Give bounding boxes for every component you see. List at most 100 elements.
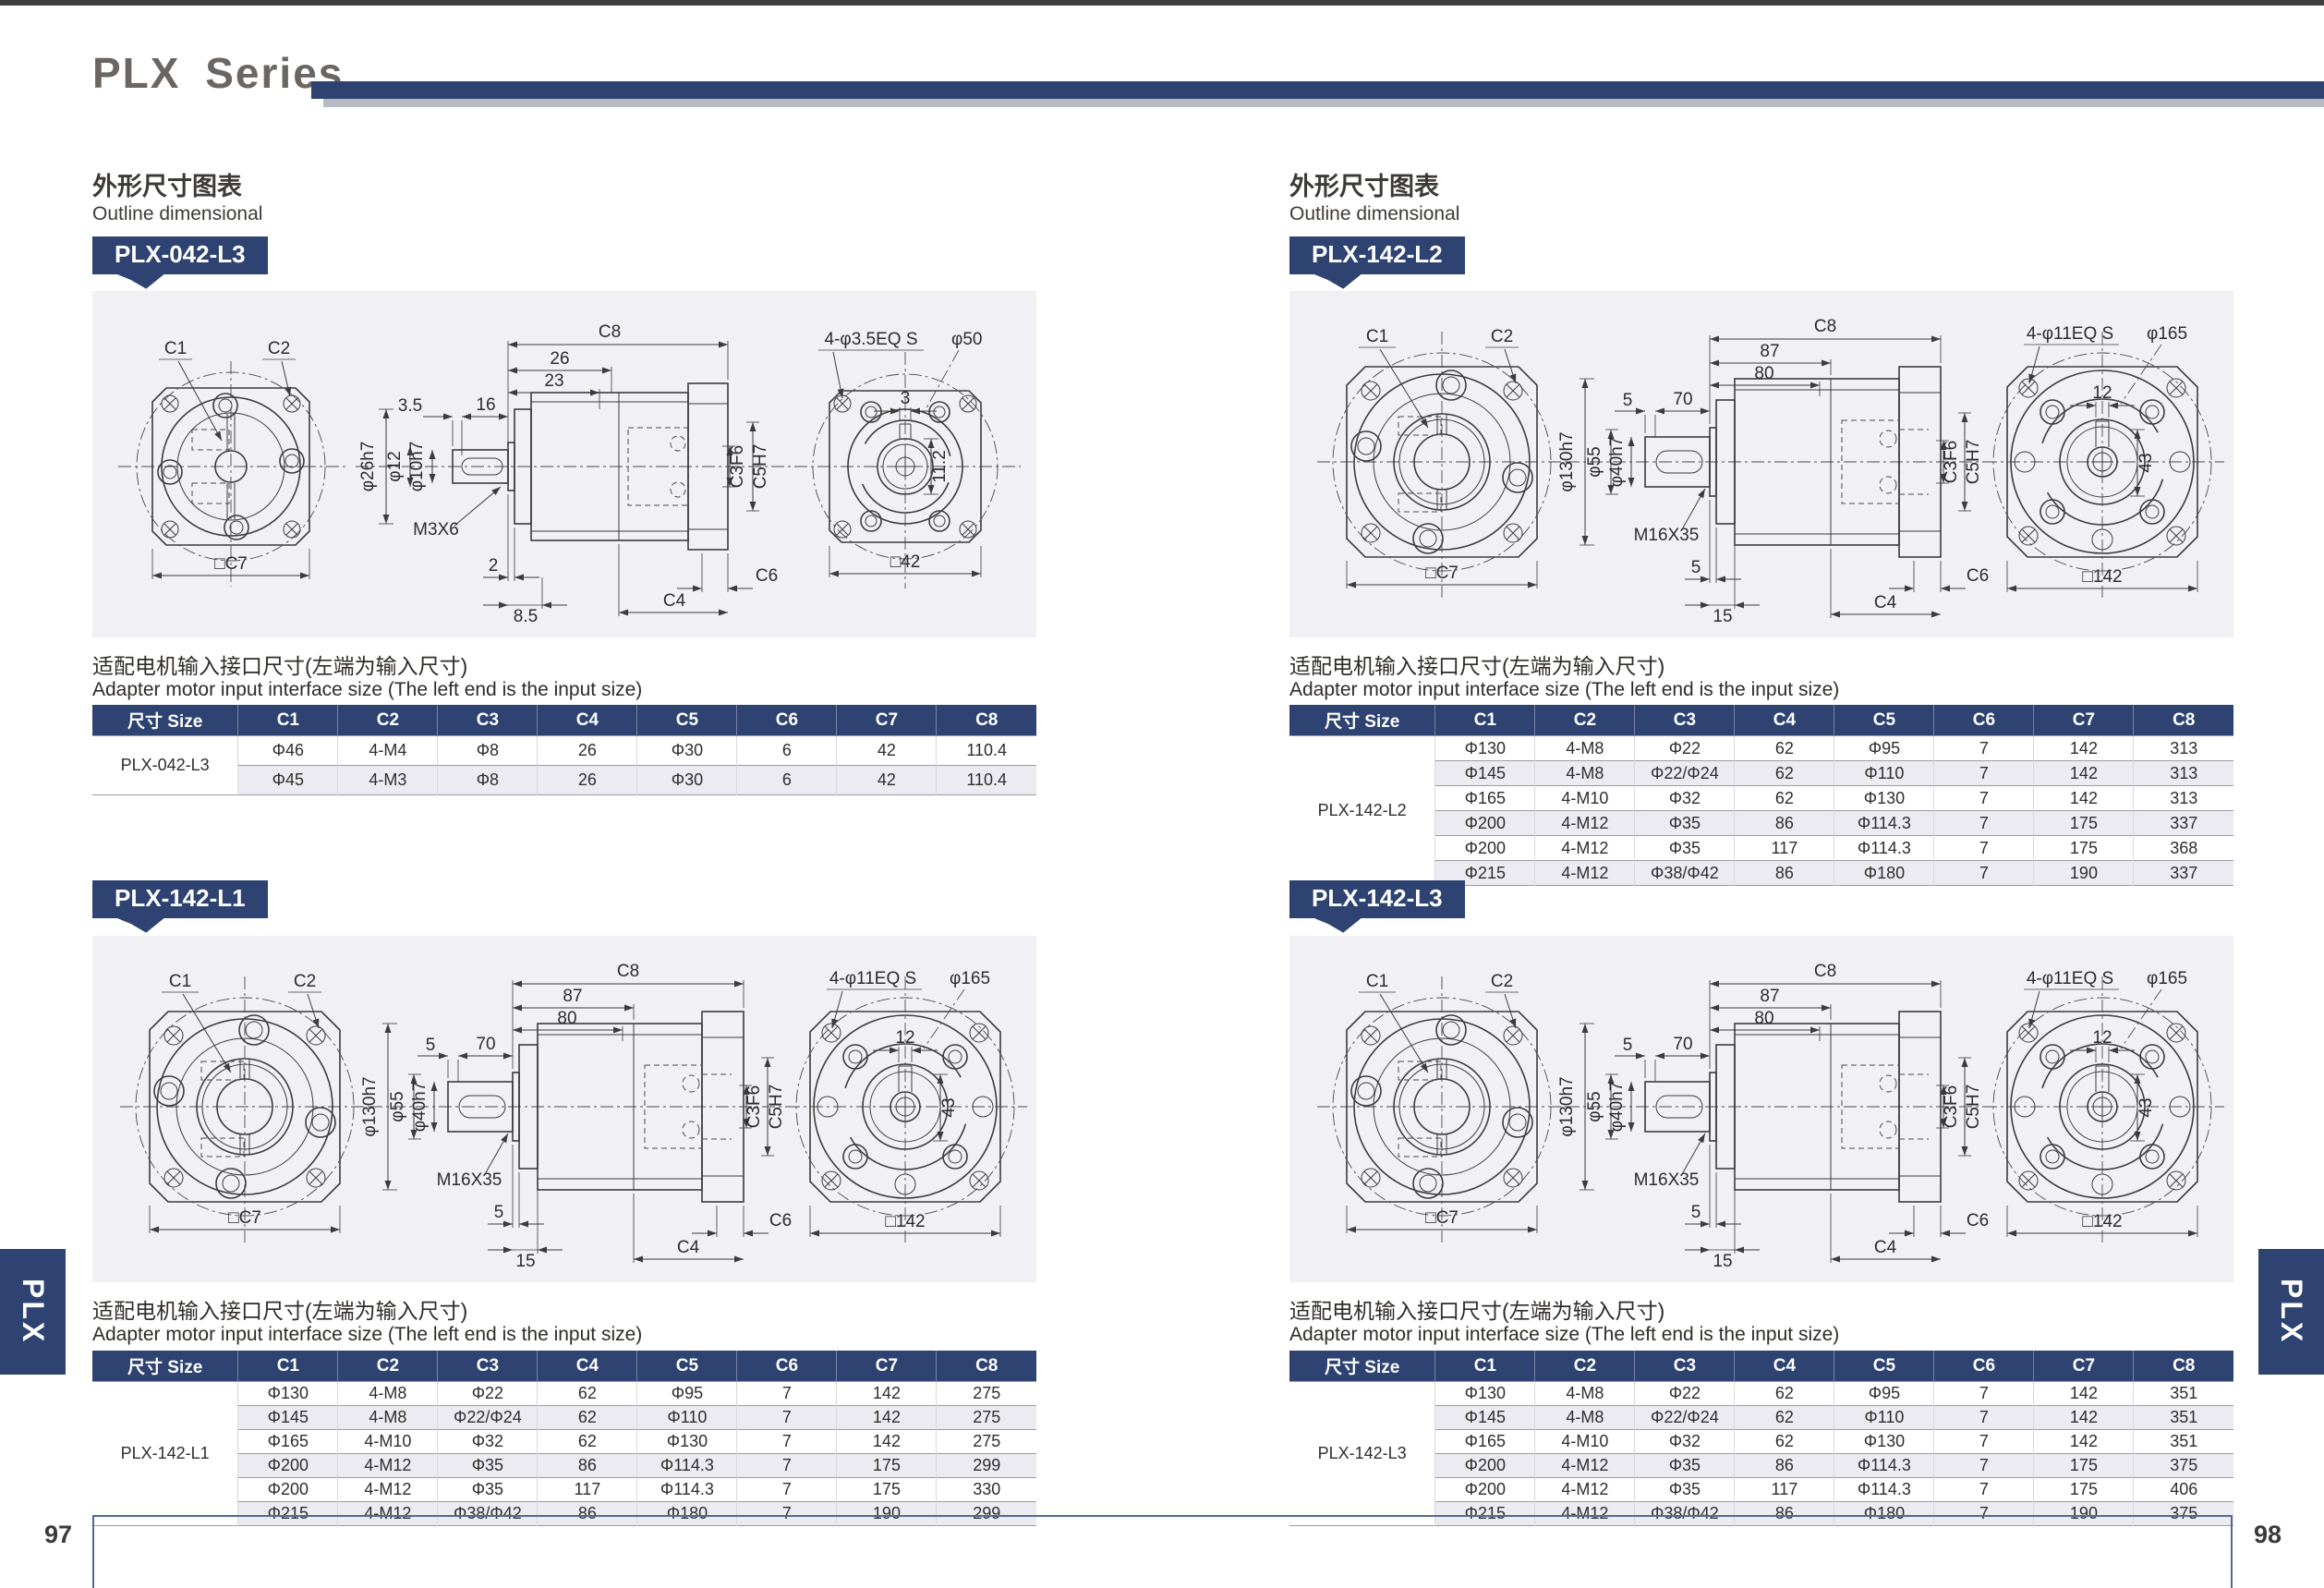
dim-key-h: 43 [939,1097,959,1117]
spec-cell: 62 [1734,760,1834,786]
spec-cell: 6 [736,765,837,795]
spec-cell: 7 [1933,810,2034,836]
spec-cell: 62 [1734,735,1834,761]
dim-3-5: 3.5 [398,396,422,416]
dim-c2: C2 [268,339,290,358]
dim-dia-body: φ130h7 [1557,1076,1577,1136]
spec-cell: 4-M12 [1534,1453,1635,1478]
column-header: C8 [936,1351,1036,1382]
bolt-holes [157,393,305,540]
spec-cell: 62 [1734,785,1834,811]
spec-cell: 7 [1933,1429,2034,1454]
column-header: C7 [836,1351,937,1382]
spec-cell: 7 [736,1381,837,1406]
spec-cell: Φ22/Φ24 [1634,1405,1735,1430]
column-header: C7 [2033,1351,2134,1382]
outline-drawing-142: C1 C2 □C7 C8 87 80 5 70 [1317,317,2224,626]
spec-cell: 62 [1734,1429,1834,1454]
spec-cell: 4-M10 [1534,1429,1635,1454]
footer-rule [92,1515,2233,1517]
spec-cell: Φ130 [1434,1381,1535,1406]
dim-c3f6: C3F6 [1942,1085,1961,1128]
spec-cell: 110.4 [936,735,1036,766]
spec-cell: 4-M10 [337,1429,438,1454]
spec-cell: Φ46 [237,735,338,766]
dim-2: 2 [489,556,499,576]
bolt-holes [2014,1044,2191,1195]
spec-cell: 4-M12 [1534,860,1635,886]
spec-cell: Φ200 [1434,835,1535,861]
dim-sq-out: □42 [890,552,921,572]
spec-cell: 4-M8 [1534,1405,1635,1430]
outline-drawing-panel: C1 C2 □C7 C8 87 80 5 70 [92,936,1036,1282]
spec-cell: 4-M3 [337,765,438,795]
spec-cell: 7 [736,1501,837,1526]
column-header: C6 [1933,1351,2034,1382]
spec-cell: Φ22/Φ24 [437,1405,538,1430]
dim-dia-bc: φ165 [2147,324,2187,344]
dim-c6: C6 [769,1211,792,1230]
corner-screw-holes [2018,378,2186,546]
spec-cell: 4-M8 [1534,760,1635,786]
outline-drawing-142: C1 C2 □C7 C8 87 80 5 70 [1317,962,2224,1271]
spec-cell: 142 [2033,1405,2134,1430]
dim-c8: C8 [599,322,621,342]
spec-cell: 375 [2133,1453,2233,1478]
dim-16: 16 [476,395,495,415]
spec-cell: Φ22 [437,1381,538,1406]
spec-cell: 368 [2133,835,2233,861]
model-badge: PLX-142-L3 [1289,880,1465,918]
outline-heading-cn: 外形尺寸图表 [1289,173,1439,200]
side-view: C8 87 80 5 70 φ130h7 φ55 φ40h7 M16X35 5 … [360,962,802,1271]
spec-cell: 4-M12 [337,1501,438,1526]
spec-cell: 7 [736,1429,837,1454]
spec-cell: 7 [1933,785,2034,811]
spec-cell: 4-M12 [1534,810,1635,836]
outline-drawing-panel: C1 C2 □C7 C8 87 80 5 70 [1289,291,2233,637]
spec-table-plx-142-l2: 尺寸 Size C1 C2 C3 C4 C5 C6 C7 C8 PLX-142-L2 Φ130 4-M… [1289,705,2233,886]
dim-15: 15 [515,1252,535,1271]
spec-cell: 313 [2133,760,2233,786]
size-label-cell: PLX-042-L3 [92,735,238,795]
size-label-cell: PLX-142-L3 [1289,1381,1435,1526]
size-label-cell: PLX-142-L1 [92,1381,238,1526]
top-edge-bar [0,0,2324,6]
spec-cell: 7 [1933,735,2034,761]
dim-70: 70 [476,1035,495,1054]
dim-80: 80 [1754,364,1773,383]
spec-cell: 62 [1734,1381,1834,1406]
column-header: C4 [1734,1351,1834,1382]
side-view: C8 87 80 5 70 φ130h7 φ55 φ40h7 M16X35 5 … [1557,962,1999,1271]
spec-cell: 4-M12 [1534,1477,1635,1502]
spec-cell: 4-M12 [337,1477,438,1502]
title-rule-gray [323,99,2324,107]
spec-cell: Φ200 [237,1477,338,1502]
column-header: C2 [1534,705,1635,736]
spec-cell: 7 [1933,1405,2034,1430]
column-header: C7 [2033,705,2134,736]
spec-cell: 190 [836,1501,937,1526]
column-header: C5 [1834,705,1934,736]
spec-cell: Φ35 [1634,1453,1735,1478]
spec-cell: 313 [2133,735,2233,761]
spec-cell: 330 [936,1477,1036,1502]
spec-cell: Φ30 [636,765,737,795]
spec-cell: 86 [537,1501,637,1526]
column-header: C2 [337,1351,438,1382]
spec-cell: 4-M4 [337,735,438,766]
spec-table: 尺寸 Size C1 C2 C3 C4 C5 C6 C7 C8 PLX-142-L1 Φ130 4-M… [92,1351,1036,1526]
spec-cell: 117 [1734,1477,1834,1502]
spec-cell: Φ200 [237,1453,338,1478]
adapter-note-en: Adapter motor input interface size (The … [1289,679,1840,700]
series-side-tab-right: PLX [2258,1249,2324,1375]
spec-cell: 142 [2033,1381,2134,1406]
bolt-holes [1350,1014,1533,1199]
column-header: C1 [237,1351,338,1382]
spec-cell: 110.4 [936,765,1036,795]
spec-cell: 142 [2033,735,2134,761]
spec-cell: Φ145 [1434,1405,1535,1430]
spec-cell: 337 [2133,810,2233,836]
rear-view: 4-φ3.5EQ S φ50 3 11.2 □42 [794,330,1021,588]
spec-cell: Φ114.3 [1834,1453,1934,1478]
spec-cell: Φ22/Φ24 [1634,760,1735,786]
